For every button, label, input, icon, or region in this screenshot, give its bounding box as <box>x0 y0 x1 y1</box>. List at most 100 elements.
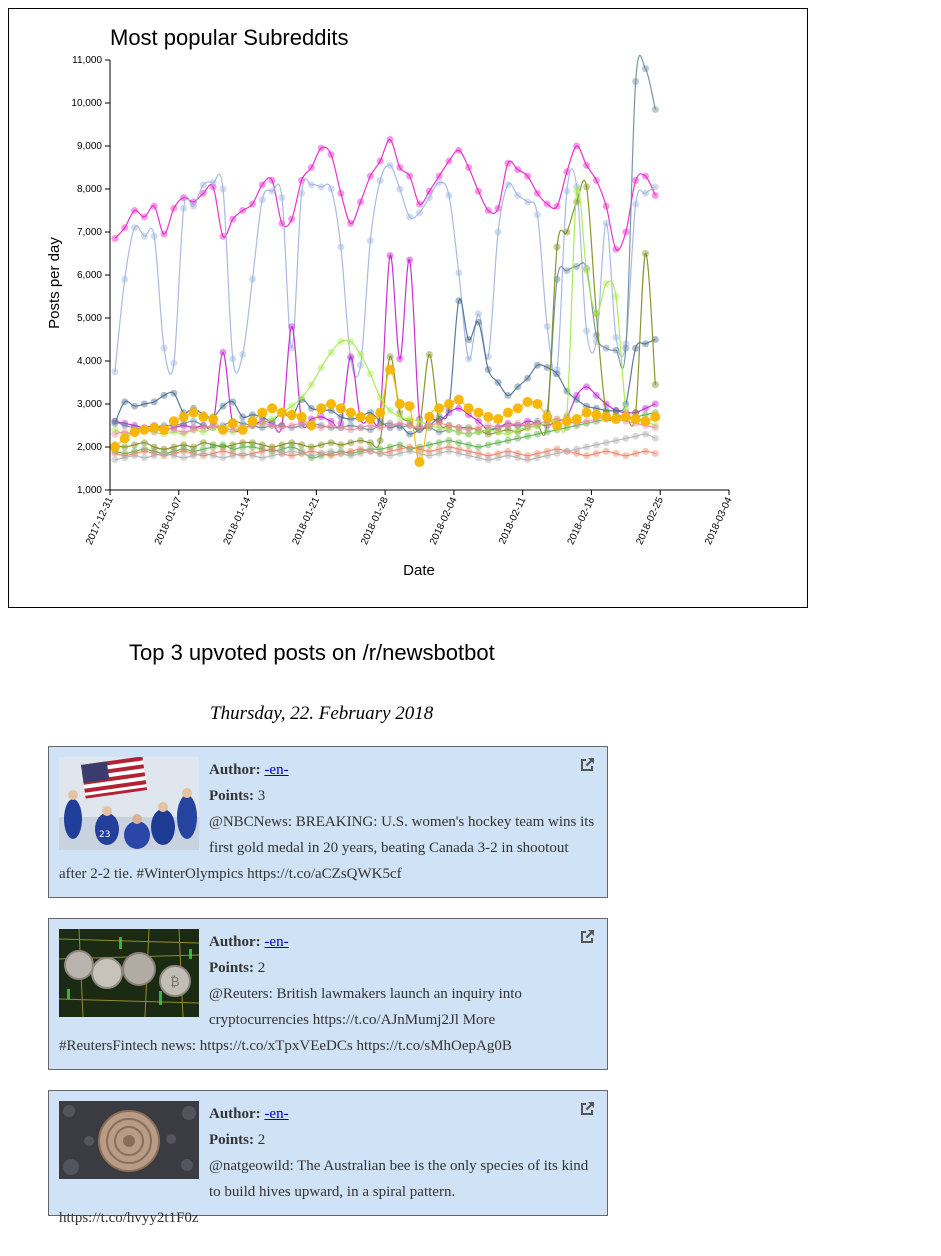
data-point[interactable] <box>335 403 346 414</box>
data-point[interactable] <box>327 447 335 455</box>
data-point[interactable] <box>641 411 649 419</box>
data-point[interactable] <box>326 399 337 409</box>
data-point[interactable] <box>239 419 247 427</box>
data-point[interactable] <box>524 422 532 429</box>
data-point[interactable] <box>494 379 502 386</box>
data-point[interactable] <box>455 146 463 154</box>
data-point[interactable] <box>494 439 502 447</box>
data-point[interactable] <box>347 452 355 460</box>
data-point[interactable] <box>386 447 394 455</box>
data-point[interactable] <box>445 157 453 165</box>
data-point[interactable] <box>552 420 563 431</box>
data-point[interactable] <box>632 432 640 440</box>
data-point[interactable] <box>257 407 268 418</box>
data-point[interactable] <box>512 403 523 414</box>
data-point[interactable] <box>396 419 404 427</box>
data-point[interactable] <box>180 419 188 427</box>
data-point[interactable] <box>651 191 659 199</box>
data-point[interactable] <box>365 414 376 425</box>
data-point[interactable] <box>376 394 384 402</box>
data-point[interactable] <box>258 454 266 462</box>
data-point[interactable] <box>209 183 217 191</box>
data-point[interactable] <box>357 445 365 453</box>
data-point[interactable] <box>630 414 641 425</box>
data-point[interactable] <box>455 439 463 447</box>
data-point[interactable] <box>219 348 227 356</box>
data-point[interactable] <box>504 452 512 460</box>
data-point[interactable] <box>453 394 464 405</box>
data-point[interactable] <box>622 452 630 460</box>
data-point[interactable] <box>180 447 188 455</box>
data-point[interactable] <box>357 437 365 445</box>
data-point[interactable] <box>347 338 355 346</box>
data-point[interactable] <box>622 344 630 352</box>
data-point[interactable] <box>111 430 119 438</box>
data-point[interactable] <box>288 422 296 429</box>
data-point[interactable] <box>651 449 659 457</box>
data-point[interactable] <box>366 447 374 455</box>
data-point[interactable] <box>209 443 217 451</box>
data-point[interactable] <box>425 194 433 202</box>
data-point[interactable] <box>327 406 335 414</box>
data-point[interactable] <box>366 370 374 378</box>
data-point[interactable] <box>307 447 315 455</box>
data-point[interactable] <box>357 198 365 206</box>
data-point[interactable] <box>484 353 492 361</box>
data-point[interactable] <box>396 409 404 417</box>
data-point[interactable] <box>504 391 512 399</box>
data-point[interactable] <box>288 439 296 447</box>
data-point[interactable] <box>602 447 610 455</box>
data-point[interactable] <box>445 191 453 199</box>
data-point[interactable] <box>435 439 443 447</box>
data-point[interactable] <box>150 452 158 460</box>
data-point[interactable] <box>553 445 561 453</box>
data-point[interactable] <box>592 404 600 412</box>
data-point[interactable] <box>591 409 602 420</box>
data-point[interactable] <box>435 413 443 421</box>
data-point[interactable] <box>474 318 482 326</box>
data-point[interactable] <box>406 443 414 451</box>
data-point[interactable] <box>376 424 384 432</box>
data-point[interactable] <box>524 452 532 460</box>
data-point[interactable] <box>483 411 494 422</box>
data-point[interactable] <box>317 441 325 449</box>
data-point[interactable] <box>347 415 355 423</box>
data-point[interactable] <box>298 419 306 427</box>
data-point[interactable] <box>592 449 600 457</box>
data-point[interactable] <box>640 416 651 427</box>
data-point[interactable] <box>121 443 129 451</box>
data-point[interactable] <box>553 415 561 423</box>
data-point[interactable] <box>317 363 325 371</box>
data-point[interactable] <box>455 424 463 432</box>
data-point[interactable] <box>160 445 168 453</box>
data-point[interactable] <box>337 449 345 457</box>
data-point[interactable] <box>229 441 237 449</box>
data-point[interactable] <box>504 426 512 434</box>
data-point[interactable] <box>170 389 178 397</box>
data-point[interactable] <box>239 207 247 214</box>
data-point[interactable] <box>345 407 356 418</box>
data-point[interactable] <box>583 161 591 169</box>
data-point[interactable] <box>190 426 198 434</box>
data-point[interactable] <box>219 441 227 449</box>
data-point[interactable] <box>583 417 591 425</box>
data-point[interactable] <box>524 198 532 206</box>
data-point[interactable] <box>199 439 207 447</box>
data-point[interactable] <box>337 419 345 427</box>
data-point[interactable] <box>307 181 315 189</box>
data-point[interactable] <box>307 452 315 460</box>
data-point[interactable] <box>543 200 551 208</box>
data-point[interactable] <box>494 204 502 212</box>
data-point[interactable] <box>445 437 453 445</box>
data-point[interactable] <box>131 402 139 410</box>
data-point[interactable] <box>219 402 227 410</box>
data-point[interactable] <box>347 426 355 434</box>
data-point[interactable] <box>425 452 433 460</box>
data-point[interactable] <box>366 422 374 429</box>
data-point[interactable] <box>573 396 581 404</box>
data-point[interactable] <box>416 445 423 453</box>
data-point[interactable] <box>416 424 423 432</box>
data-point[interactable] <box>406 422 414 429</box>
data-point[interactable] <box>583 452 591 460</box>
data-point[interactable] <box>219 185 227 193</box>
